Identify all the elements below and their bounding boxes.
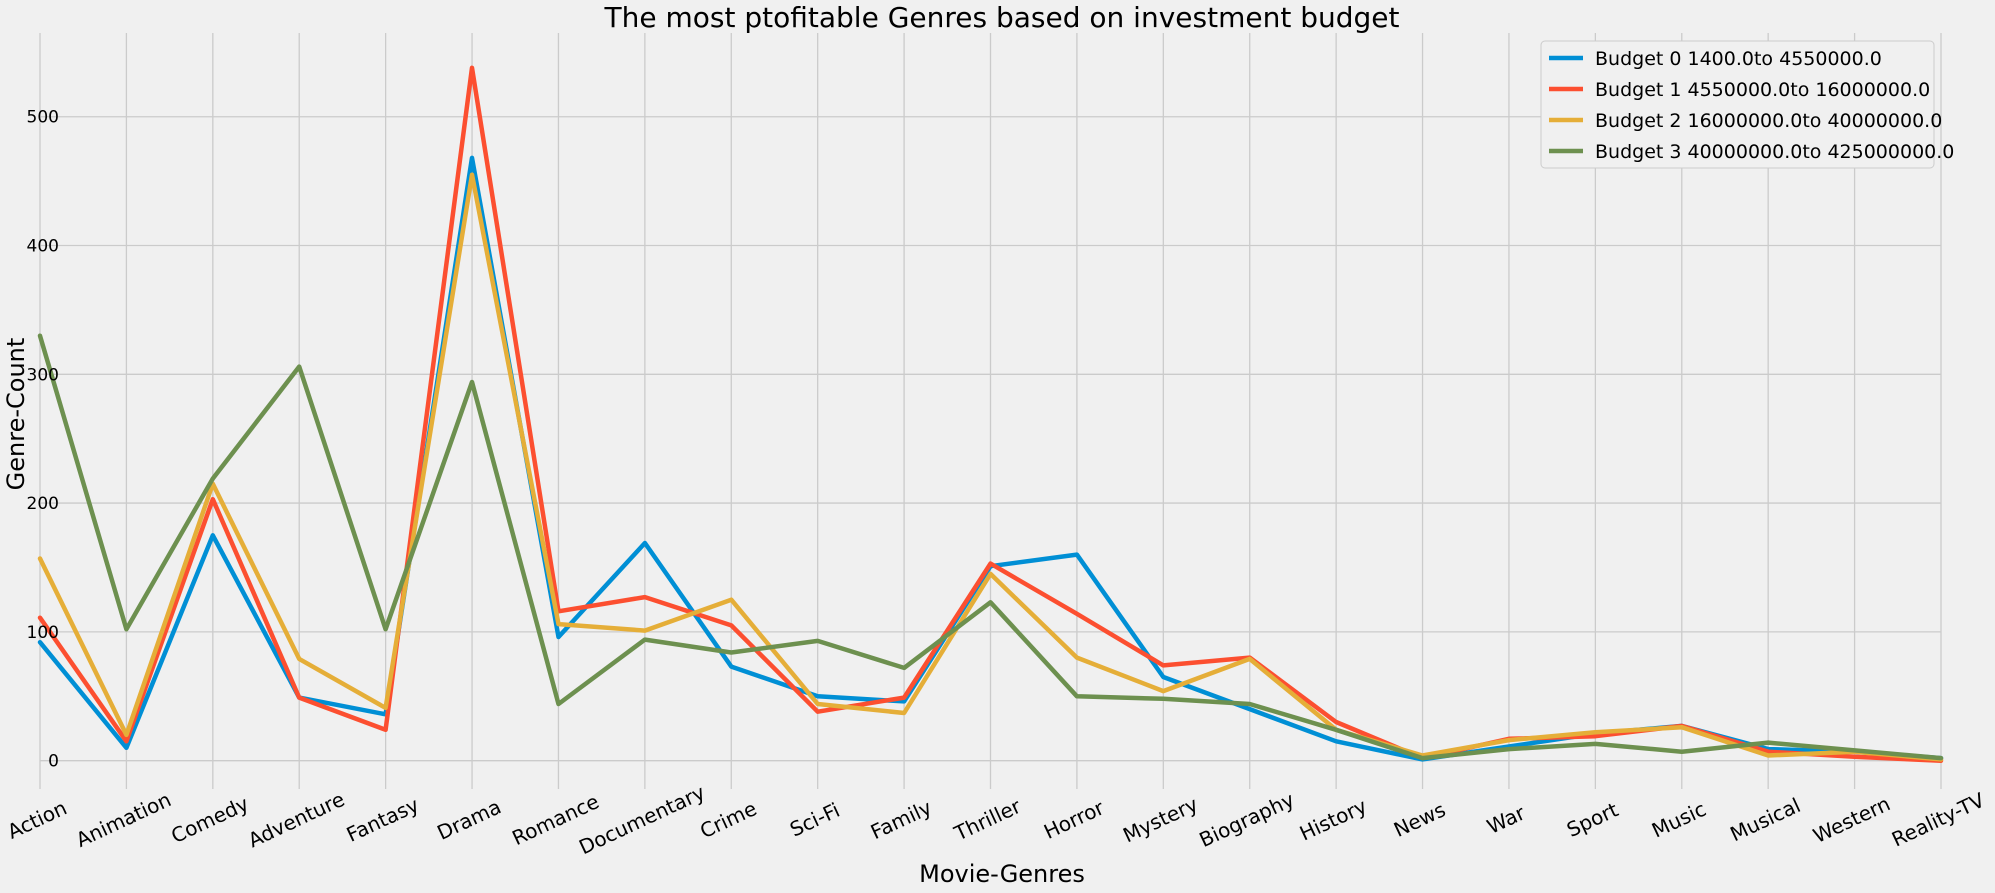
y-tick-label: 200 [27, 494, 59, 514]
chart-title: The most ptofitable Genres based on inve… [604, 1, 1400, 34]
x-tick-label: History [1296, 794, 1371, 846]
y-tick-label: 400 [27, 237, 59, 257]
x-tick-label: Sci-Fi [786, 798, 843, 842]
legend: Budget 0 1400.0to 4550000.0 Budget 1 4550… [1540, 40, 1954, 169]
x-tick-label: Musical [1726, 793, 1804, 846]
x-tick-label: Biography [1196, 787, 1299, 852]
legend-frame [1540, 40, 1935, 169]
legend-entry-label: Budget 1 4550000.0to 16000000.0 [1595, 79, 1930, 101]
legend-entry-label: Budget 2 16000000.0to 40000000.0 [1595, 110, 1942, 132]
x-tick-label: Fantasy [343, 792, 423, 846]
x-tick-label: Comedy [167, 791, 252, 848]
y-axis-title: Genre-Count [2, 338, 30, 491]
x-tick-label: News [1390, 797, 1449, 842]
x-tick-label: Music [1648, 797, 1710, 843]
y-tick-label: 0 [48, 752, 59, 772]
x-tick-label: Documentary [575, 780, 708, 859]
x-tick-label: Mystery [1119, 792, 1202, 848]
y-tick-labels: 0 100 200 300 400 500 [27, 108, 59, 772]
legend-entry-label: Budget 0 1400.0to 4550000.0 [1595, 48, 1882, 70]
series-line-budget-2 [37, 172, 1944, 762]
y-tick-label: 100 [27, 623, 59, 643]
x-tick-label: Sport [1563, 797, 1622, 842]
x-tick-label: Crime [696, 796, 760, 843]
x-tick-label: Family [867, 795, 936, 844]
x-tick-label: Western [1809, 791, 1893, 847]
x-axis-title: Movie-Genres [919, 860, 1085, 888]
x-tick-label: Drama [433, 794, 504, 844]
x-tick-label: War [1483, 800, 1529, 839]
legend-entry-label: Budget 3 40000000.0to 425000000.0 [1595, 141, 1954, 163]
y-tick-label: 500 [27, 108, 59, 128]
x-tick-label: Adventure [244, 787, 348, 852]
x-tick-label: Animation [72, 787, 175, 852]
x-tick-label: Action [4, 796, 71, 844]
x-tick-label: Reality-TV [1888, 788, 1988, 852]
x-tick-label: Horror [1040, 795, 1108, 844]
x-tick-label: Thriller [950, 794, 1025, 846]
series-line-budget-3 [37, 333, 1944, 761]
series-lines [37, 65, 1944, 763]
y-tick-label: 300 [27, 365, 59, 385]
